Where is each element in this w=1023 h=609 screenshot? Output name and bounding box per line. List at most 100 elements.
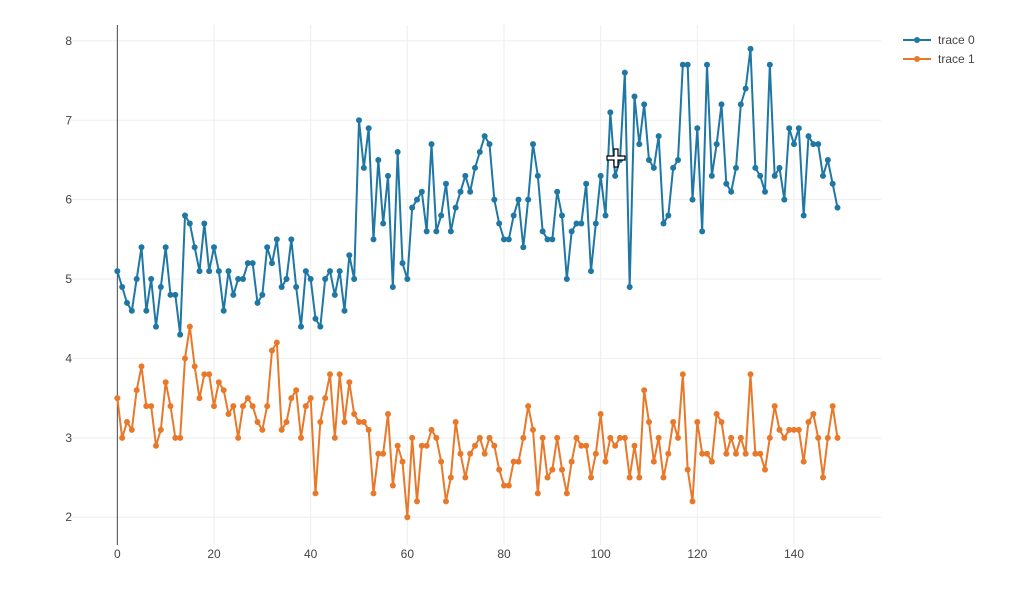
data-point[interactable] [119,434,126,441]
data-point[interactable] [679,61,686,68]
data-point[interactable] [312,315,319,322]
data-point[interactable] [472,442,478,449]
data-point[interactable] [655,434,662,441]
data-point[interactable] [167,291,174,298]
data-point[interactable] [559,466,565,473]
data-point[interactable] [520,244,527,251]
data-point[interactable] [786,125,793,132]
data-point[interactable] [133,387,140,394]
data-point[interactable] [225,411,232,418]
data-point[interactable] [244,260,251,267]
data-point[interactable] [138,244,145,251]
data-point[interactable] [201,371,208,378]
data-point[interactable] [699,228,706,235]
data-point[interactable] [360,418,367,425]
data-point[interactable] [351,276,358,283]
data-point[interactable] [718,418,725,425]
data-point[interactable] [491,196,498,203]
data-point[interactable] [597,411,604,418]
data-point[interactable] [476,149,483,156]
data-point[interactable] [592,450,599,457]
data-point[interactable] [259,291,266,298]
data-point[interactable] [447,228,454,235]
data-point[interactable] [525,403,532,410]
data-point[interactable] [747,45,754,52]
data-point[interactable] [288,395,295,402]
data-point[interactable] [742,450,749,457]
data-point[interactable] [675,434,681,441]
data-point[interactable] [568,458,575,465]
data-point[interactable] [167,403,174,410]
data-point[interactable] [235,276,242,283]
data-point[interactable] [119,283,126,290]
data-point[interactable] [370,236,377,243]
data-point[interactable] [771,172,778,179]
data-point[interactable] [162,244,169,251]
data-point[interactable] [467,450,474,457]
data-point[interactable] [544,236,551,243]
data-point[interactable] [636,474,643,481]
data-point[interactable] [737,101,744,108]
data-point[interactable] [264,244,271,251]
data-point[interactable] [530,426,536,433]
data-point[interactable] [472,164,478,171]
data-point[interactable] [211,244,217,251]
data-point[interactable] [728,188,735,195]
data-point[interactable] [800,458,807,465]
data-point[interactable] [249,260,256,267]
data-point[interactable] [554,434,561,441]
data-point[interactable] [307,276,314,283]
data-point[interactable] [554,188,561,195]
data-point[interactable] [805,133,812,140]
data-point[interactable] [559,212,565,219]
data-point[interactable] [443,498,449,505]
data-point[interactable] [225,268,232,275]
data-point[interactable] [501,236,507,243]
data-point[interactable] [592,220,599,227]
data-point[interactable] [530,141,536,148]
data-point[interactable] [138,363,145,370]
data-point[interactable] [302,403,309,410]
data-point[interactable] [356,418,362,425]
data-point[interactable] [829,403,836,410]
data-point[interactable] [834,434,841,441]
data-point[interactable] [438,458,445,465]
data-point[interactable] [240,403,246,410]
data-point[interactable] [820,172,826,179]
data-point[interactable] [467,188,474,195]
data-point[interactable] [757,172,764,179]
data-point[interactable] [360,164,367,171]
data-point[interactable] [776,426,783,433]
data-point[interactable] [414,498,420,505]
data-point[interactable] [182,212,188,219]
data-point[interactable] [457,188,464,195]
data-point[interactable] [694,418,701,425]
data-point[interactable] [114,395,121,402]
data-point[interactable] [235,434,242,441]
data-point[interactable] [539,434,546,441]
data-point[interactable] [128,426,135,433]
data-point[interactable] [399,260,406,267]
data-point[interactable] [143,403,150,410]
data-point[interactable] [254,418,261,425]
legend-item[interactable]: trace 0 [903,33,975,47]
data-point[interactable] [534,490,541,497]
data-point[interactable] [278,283,285,290]
data-point[interactable] [612,442,619,449]
data-point[interactable] [660,474,667,481]
data-point[interactable] [336,371,343,378]
data-point[interactable] [646,156,652,163]
data-point[interactable] [815,141,822,148]
data-point[interactable] [733,450,739,457]
data-point[interactable] [675,156,681,163]
data-point[interactable] [157,426,164,433]
data-point[interactable] [143,307,150,314]
data-point[interactable] [380,450,387,457]
data-point[interactable] [312,490,319,497]
data-point[interactable] [752,450,759,457]
data-point[interactable] [481,450,488,457]
data-point[interactable] [298,434,304,441]
data-point[interactable] [771,403,778,410]
data-point[interactable] [220,387,227,394]
data-point[interactable] [549,236,556,243]
